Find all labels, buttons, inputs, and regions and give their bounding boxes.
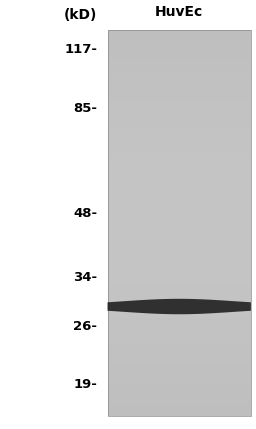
Text: (kD): (kD) bbox=[64, 8, 97, 22]
Text: HuvEc: HuvEc bbox=[155, 5, 203, 19]
Text: 85-: 85- bbox=[73, 102, 97, 115]
Text: 34-: 34- bbox=[73, 271, 97, 284]
Text: 117-: 117- bbox=[64, 43, 97, 56]
Text: 19-: 19- bbox=[73, 378, 97, 391]
Text: 48-: 48- bbox=[73, 207, 97, 220]
Text: 26-: 26- bbox=[73, 320, 97, 333]
